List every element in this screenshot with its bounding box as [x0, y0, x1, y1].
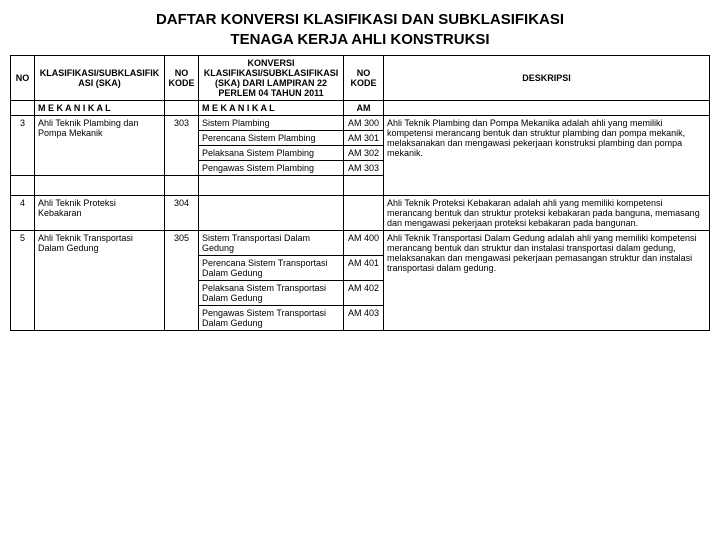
r3-ska: Ahli Teknik Plambing dan Pompa Mekanik: [35, 116, 165, 176]
r5-kode: 305: [165, 231, 199, 331]
section-row: M E K A N I K A L M E K A N I K A L AM: [11, 101, 710, 116]
r4-kode: 304: [165, 196, 199, 231]
r3-sub1: Perencana Sistem Plambing: [199, 131, 344, 146]
r3-kode: 303: [165, 116, 199, 176]
sec-am: AM: [344, 101, 384, 116]
title-line1: DAFTAR KONVERSI KLASIFIKASI DAN SUBKLASI…: [156, 11, 564, 28]
r5-sub1: Perencana Sistem Transportasi Dalam Gedu…: [199, 256, 344, 281]
sec-mek2: M E K A N I K A L: [199, 101, 344, 116]
r4-desc: Ahli Teknik Proteksi Kebakaran adalah ah…: [384, 196, 710, 231]
r5-ska: Ahli Teknik Transportasi Dalam Gedung: [35, 231, 165, 331]
r4-ska: Ahli Teknik Proteksi Kebakaran: [35, 196, 165, 231]
r4-no: 4: [11, 196, 35, 231]
h-ska: KLASIFIKASI/SUBKLASIFIKASI (SKA): [35, 56, 165, 101]
conversion-table: NO KLASIFIKASI/SUBKLASIFIKASI (SKA) NO K…: [10, 55, 710, 331]
r5-sub0: Sistem Transportasi Dalam Gedung: [199, 231, 344, 256]
r3-sub3: Pengawas Sistem Plambing: [199, 161, 344, 176]
r5-sub2: Pelaksana Sistem Transportasi Dalam Gedu…: [199, 281, 344, 306]
r5-sub1c: AM 401: [344, 256, 384, 281]
r3-sub0c: AM 300: [344, 116, 384, 131]
sec-mek1: M E K A N I K A L: [35, 101, 165, 116]
r5-desc: Ahli Teknik Transportasi Dalam Gedung ad…: [384, 231, 710, 331]
r5-no: 5: [11, 231, 35, 331]
r3-no: 3: [11, 116, 35, 176]
r3-sub2c: AM 302: [344, 146, 384, 161]
h-konv: KONVERSI KLASIFIKASI/SUBKLASIFIKASI (SKA…: [199, 56, 344, 101]
page-title: DAFTAR KONVERSI KLASIFIKASI DAN SUBKLASI…: [10, 10, 710, 49]
r3-sub1c: AM 301: [344, 131, 384, 146]
table-row: 5 Ahli Teknik Transportasi Dalam Gedung …: [11, 231, 710, 256]
r3-sub3c: AM 303: [344, 161, 384, 176]
h-desc: DESKRIPSI: [384, 56, 710, 101]
title-line2: TENAGA KERJA AHLI KONSTRUKSI: [230, 31, 489, 48]
r3-desc: Ahli Teknik Plambing dan Pompa Mekanika …: [384, 116, 710, 196]
r5-sub3c: AM 403: [344, 306, 384, 331]
h-kode2: NO KODE: [344, 56, 384, 101]
table-row: 4 Ahli Teknik Proteksi Kebakaran 304 Ahl…: [11, 196, 710, 231]
r3-sub0: Sistem Plambing: [199, 116, 344, 131]
table-row: 3 Ahli Teknik Plambing dan Pompa Mekanik…: [11, 116, 710, 131]
r5-sub3: Pengawas Sistem Transportasi Dalam Gedun…: [199, 306, 344, 331]
header-row: NO KLASIFIKASI/SUBKLASIFIKASI (SKA) NO K…: [11, 56, 710, 101]
h-kode1: NO KODE: [165, 56, 199, 101]
r3-sub2: Pelaksana Sistem Plambing: [199, 146, 344, 161]
h-no: NO: [11, 56, 35, 101]
r5-sub2c: AM 402: [344, 281, 384, 306]
r5-sub0c: AM 400: [344, 231, 384, 256]
